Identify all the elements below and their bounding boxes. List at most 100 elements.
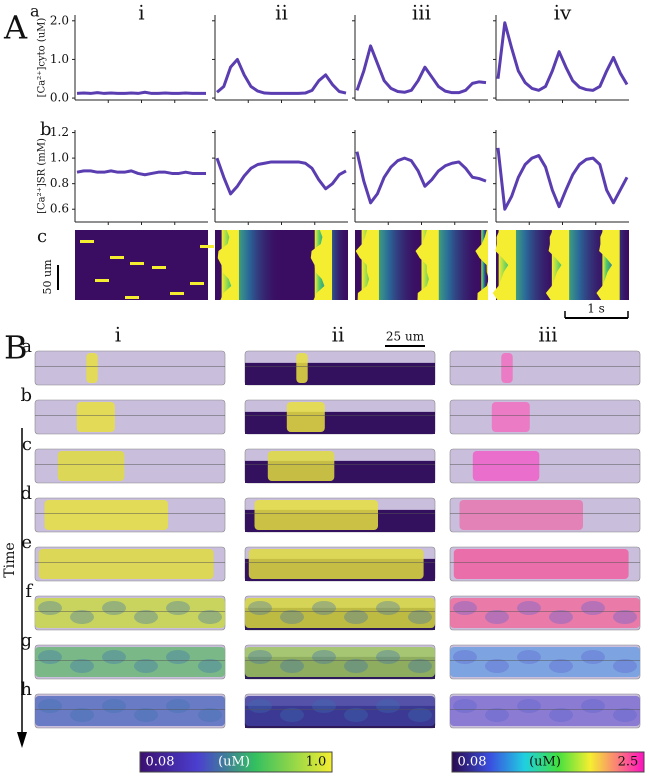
texture	[613, 708, 637, 722]
wave-front	[596, 230, 619, 300]
y-tick-label: 0.8	[50, 176, 69, 190]
scale-label: 1 s	[587, 302, 605, 316]
calcium-region	[44, 500, 168, 530]
calcium-region	[35, 647, 225, 677]
spark	[190, 282, 204, 285]
panel-label: B	[4, 329, 28, 367]
spark	[125, 296, 139, 299]
wave-front	[475, 230, 488, 300]
texture	[70, 610, 94, 624]
calcium-region	[248, 549, 424, 579]
wave-front	[311, 230, 332, 300]
line-scan-bands	[356, 230, 489, 300]
spark	[170, 292, 184, 295]
texture	[581, 650, 605, 664]
calcium-region	[267, 451, 335, 481]
y-tick-label: 0.0	[50, 91, 69, 105]
line-scan-bands	[218, 230, 348, 300]
slice-plane	[245, 362, 435, 385]
calcium-region	[245, 696, 435, 726]
wave-front	[218, 230, 239, 300]
texture	[312, 650, 336, 664]
texture	[549, 659, 573, 673]
y-tick-label: 1.2	[50, 125, 69, 139]
y-axis-label: [Ca²⁺]SR (mM)	[37, 138, 48, 214]
texture	[453, 650, 477, 664]
wave-front	[416, 230, 439, 300]
line	[496, 21, 629, 92]
wave-trail	[481, 230, 488, 300]
texture	[376, 650, 400, 664]
texture	[198, 708, 222, 722]
line	[355, 44, 487, 95]
spark	[200, 245, 214, 248]
texture	[485, 610, 509, 624]
calcium-region	[491, 402, 530, 432]
time-arrow-head	[17, 732, 27, 748]
texture	[198, 659, 222, 673]
y-tick-label: 0.6	[50, 202, 69, 216]
calcium-region	[254, 500, 378, 530]
texture	[549, 610, 573, 624]
calcium-region	[286, 402, 325, 432]
texture	[344, 708, 368, 722]
time-label: Time	[2, 542, 18, 577]
panel-label: A	[3, 9, 28, 47]
texture	[376, 699, 400, 713]
colorbar-label: 0.08	[458, 755, 487, 770]
texture	[453, 601, 477, 615]
texture	[248, 650, 272, 664]
line	[216, 57, 347, 95]
texture	[134, 708, 158, 722]
volume-box	[449, 399, 641, 435]
calcium-region	[450, 647, 640, 677]
volume-box	[34, 399, 226, 435]
wave-front	[493, 230, 516, 300]
spark	[130, 262, 144, 265]
line-scan-bands	[493, 230, 629, 300]
spark	[152, 266, 166, 269]
texture	[198, 610, 222, 624]
texture	[248, 699, 272, 713]
line	[355, 151, 487, 205]
row-label: a	[21, 336, 32, 357]
texture	[517, 601, 541, 615]
column-label: iii	[538, 323, 557, 347]
column-label: i	[138, 1, 144, 25]
colorbar	[451, 751, 645, 773]
column-label: iii	[412, 1, 431, 25]
texture	[485, 659, 509, 673]
line	[76, 90, 206, 95]
texture	[38, 650, 62, 664]
y-tick-label: 1.0	[50, 52, 69, 66]
wave-front	[546, 230, 569, 300]
texture	[70, 659, 94, 673]
texture	[280, 610, 304, 624]
spark	[95, 279, 109, 282]
calcium-region	[450, 598, 640, 628]
texture	[517, 699, 541, 713]
calcium-region	[76, 402, 115, 432]
volume-box	[449, 350, 641, 386]
texture	[70, 708, 94, 722]
calcium-region	[296, 353, 308, 383]
row-label: c	[37, 226, 47, 247]
line	[76, 169, 206, 177]
calcium-region	[245, 647, 435, 677]
calcium-region	[450, 696, 640, 726]
texture	[485, 708, 509, 722]
colorbar-label: 1.0	[306, 755, 327, 770]
calcium-region	[459, 500, 583, 530]
texture	[38, 601, 62, 615]
texture	[581, 699, 605, 713]
scale-label: 50 um	[41, 259, 54, 295]
y-tick-label: 1.0	[50, 151, 69, 165]
texture	[344, 610, 368, 624]
texture	[613, 659, 637, 673]
row-label: h	[20, 679, 32, 700]
calcium-region	[35, 598, 225, 628]
scale-label: 25 um	[386, 330, 425, 344]
line	[496, 147, 629, 211]
calcium-region	[245, 598, 435, 628]
row-label: d	[20, 483, 32, 504]
